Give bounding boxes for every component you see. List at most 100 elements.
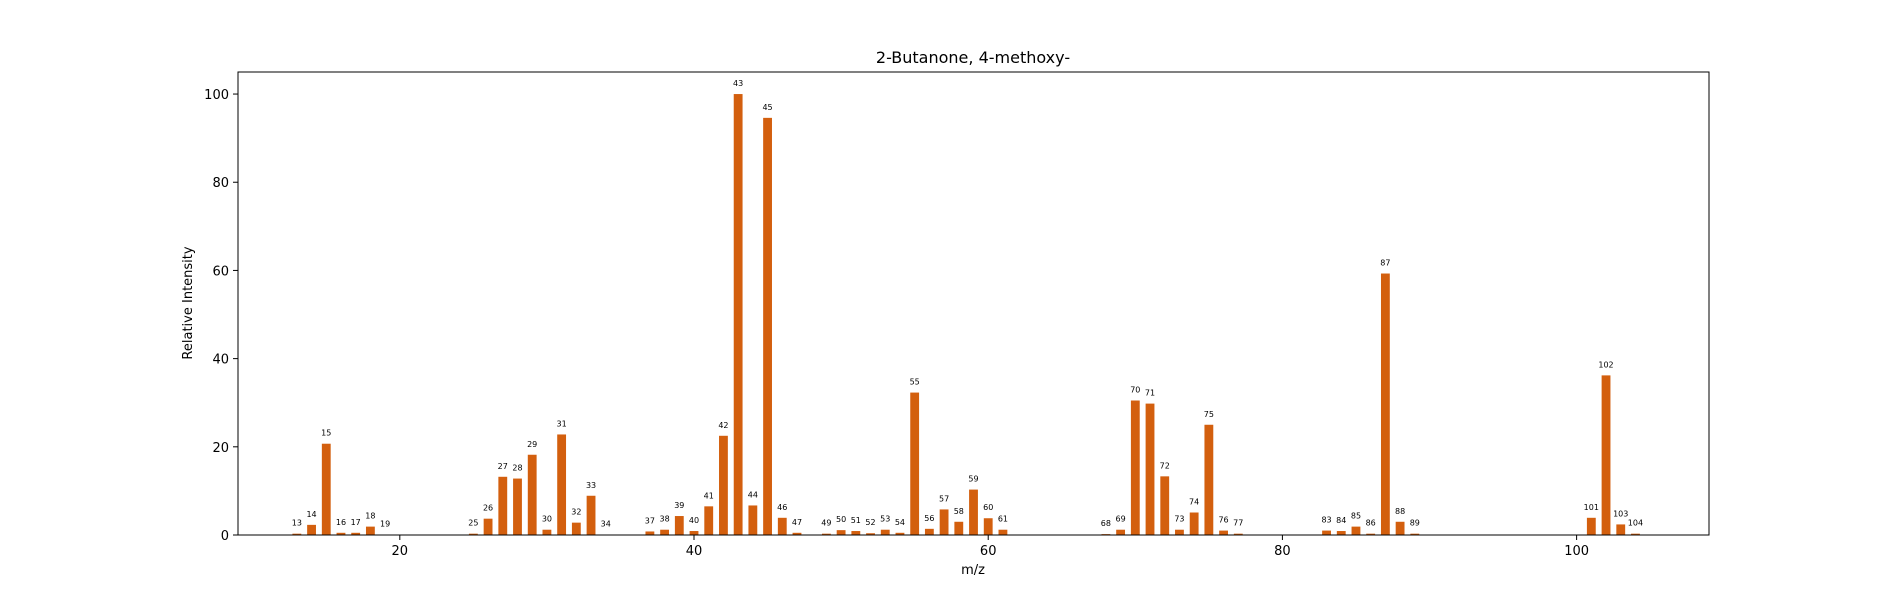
data-label-mz-51: 51 xyxy=(851,516,861,525)
y-tick-label-0: 0 xyxy=(221,529,229,544)
bar-mz-31 xyxy=(557,434,567,535)
data-label-mz-102: 102 xyxy=(1598,360,1613,369)
data-label-mz-44: 44 xyxy=(748,490,758,499)
data-label-mz-83: 83 xyxy=(1321,516,1331,525)
data-label-mz-30: 30 xyxy=(542,515,552,524)
data-label-mz-76: 76 xyxy=(1218,516,1228,525)
data-label-mz-33: 33 xyxy=(586,481,596,490)
data-label-mz-31: 31 xyxy=(557,419,567,428)
bar-mz-87 xyxy=(1380,273,1390,535)
bar-mz-86 xyxy=(1366,533,1376,535)
bar-mz-18 xyxy=(365,526,375,535)
y-tick-label-60: 60 xyxy=(212,264,229,279)
bar-mz-29 xyxy=(527,454,537,535)
data-label-mz-27: 27 xyxy=(498,462,508,471)
data-label-mz-47: 47 xyxy=(792,518,802,527)
data-label-mz-16: 16 xyxy=(336,518,346,527)
data-label-mz-57: 57 xyxy=(939,494,949,503)
bar-mz-50 xyxy=(836,530,846,535)
bar-mz-17 xyxy=(351,532,361,535)
y-axis-ticks: 0 20 40 60 80 100 xyxy=(204,88,238,544)
data-label-mz-71: 71 xyxy=(1145,389,1155,398)
data-labels-group: 13 14 15 16 17 18 19 25 26 27 28 29 30 31 32 33 34 37 38 39… xyxy=(292,79,1643,529)
bar-mz-72 xyxy=(1160,476,1170,535)
bar-mz-69 xyxy=(1116,529,1126,535)
data-label-mz-75: 75 xyxy=(1204,410,1214,419)
bar-mz-51 xyxy=(851,531,861,535)
bar-mz-61 xyxy=(998,529,1008,535)
data-label-mz-85: 85 xyxy=(1351,512,1361,521)
bar-mz-26 xyxy=(483,518,493,535)
bar-mz-47 xyxy=(792,532,802,535)
bar-mz-49 xyxy=(821,533,831,535)
y-tick-label-40: 40 xyxy=(212,353,229,368)
data-label-mz-73: 73 xyxy=(1174,515,1184,524)
bar-mz-53 xyxy=(880,529,890,535)
data-label-mz-46: 46 xyxy=(777,503,787,512)
data-label-mz-40: 40 xyxy=(689,516,699,525)
data-label-mz-41: 41 xyxy=(704,491,714,500)
bar-mz-37 xyxy=(645,531,655,535)
x-tick-label-80: 80 xyxy=(1274,544,1291,559)
data-label-mz-55: 55 xyxy=(910,378,920,387)
y-tick-label-20: 20 xyxy=(212,441,229,456)
data-label-mz-32: 32 xyxy=(571,508,581,517)
bar-mz-43 xyxy=(733,94,743,536)
bar-mz-25 xyxy=(468,533,478,535)
data-label-mz-104: 104 xyxy=(1628,519,1643,528)
x-tick-label-20: 20 xyxy=(392,544,409,559)
data-label-mz-101: 101 xyxy=(1584,503,1599,512)
data-label-mz-17: 17 xyxy=(351,518,361,527)
data-label-mz-54: 54 xyxy=(895,518,905,527)
data-label-mz-28: 28 xyxy=(512,464,522,473)
bar-mz-88 xyxy=(1395,521,1405,535)
y-tick-label-100: 100 xyxy=(204,88,229,103)
data-label-mz-88: 88 xyxy=(1395,507,1405,516)
chart-title: 2-Butanone, 4-methoxy- xyxy=(876,48,1070,67)
data-label-mz-50: 50 xyxy=(836,515,846,524)
data-label-mz-56: 56 xyxy=(924,514,934,523)
bar-mz-71 xyxy=(1145,403,1155,535)
x-axis-label: m/z xyxy=(961,563,985,578)
x-axis-ticks: 20 40 60 80 100 xyxy=(392,535,1589,559)
bar-mz-74 xyxy=(1189,512,1199,535)
plot-frame xyxy=(237,71,1710,536)
bar-mz-28 xyxy=(513,478,522,535)
bar-mz-104 xyxy=(1631,533,1640,535)
bar-mz-83 xyxy=(1322,530,1331,535)
bar-mz-13 xyxy=(292,533,302,535)
data-label-mz-59: 59 xyxy=(968,475,978,484)
bar-mz-102 xyxy=(1601,375,1611,535)
bar-mz-55 xyxy=(910,392,920,535)
bar-mz-14 xyxy=(307,524,316,535)
bar-mz-60 xyxy=(983,518,993,535)
data-label-mz-68: 68 xyxy=(1101,519,1111,528)
bar-mz-57 xyxy=(939,509,949,535)
bar-mz-101 xyxy=(1586,517,1596,535)
data-label-mz-87: 87 xyxy=(1380,259,1390,268)
data-label-mz-14: 14 xyxy=(306,510,316,519)
data-label-mz-77: 77 xyxy=(1233,519,1243,528)
data-label-mz-37: 37 xyxy=(645,516,655,525)
data-label-mz-52: 52 xyxy=(865,518,875,527)
bar-mz-52 xyxy=(866,533,875,535)
data-label-mz-38: 38 xyxy=(659,515,669,524)
data-label-mz-86: 86 xyxy=(1366,519,1376,528)
data-label-mz-25: 25 xyxy=(468,519,478,528)
y-axis-label: Relative Intensity xyxy=(181,246,196,359)
data-label-mz-69: 69 xyxy=(1116,515,1126,524)
data-label-mz-13: 13 xyxy=(292,519,302,528)
bar-mz-27 xyxy=(498,476,508,535)
data-label-mz-26: 26 xyxy=(483,504,493,513)
bar-mz-46 xyxy=(777,517,787,535)
data-label-mz-29: 29 xyxy=(527,440,537,449)
bar-mz-89 xyxy=(1410,533,1420,535)
bar-mz-44 xyxy=(748,505,758,535)
data-label-mz-19: 19 xyxy=(380,520,390,529)
bar-mz-73 xyxy=(1175,529,1184,535)
data-label-mz-43: 43 xyxy=(733,79,743,88)
data-label-mz-84: 84 xyxy=(1336,516,1346,525)
bar-mz-75 xyxy=(1204,424,1214,535)
bar-mz-103 xyxy=(1616,524,1626,535)
